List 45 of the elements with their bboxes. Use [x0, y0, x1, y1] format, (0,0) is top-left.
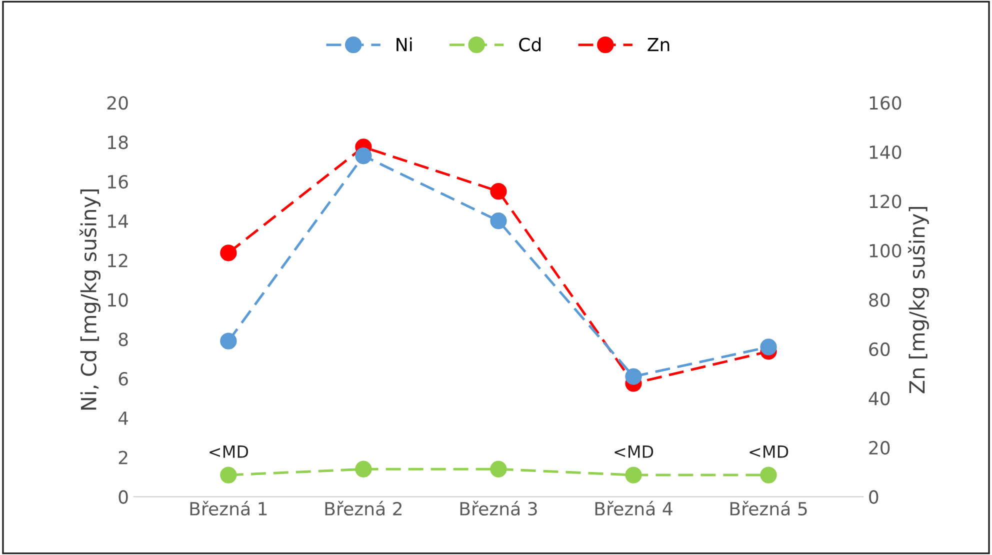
- annotation: <MD: [614, 446, 654, 458]
- point: [490, 460, 507, 478]
- point: [220, 466, 237, 484]
- x-tick-label: Březná 5: [730, 500, 807, 516]
- annotation: <MD: [210, 446, 248, 458]
- point: [355, 460, 372, 478]
- y-tick-label: 14: [108, 214, 128, 228]
- point: [220, 332, 237, 350]
- legend-label: Ni: [396, 37, 412, 52]
- y-tick-label: 0: [118, 490, 128, 504]
- point: [625, 466, 642, 484]
- x-tick-label: Březná 1: [190, 500, 267, 516]
- y-tick-label: 6: [118, 372, 128, 386]
- point: [760, 466, 777, 484]
- x-tick-label: Březná 2: [325, 500, 402, 516]
- y-tick-label: 10: [108, 293, 128, 307]
- y2-tick-label: 140: [870, 145, 902, 160]
- legend-label: Cd: [519, 37, 541, 52]
- y2-tick-label: 160: [870, 96, 902, 110]
- y2-tick-label: 100: [870, 244, 902, 258]
- point: [355, 148, 372, 164]
- point: [220, 244, 237, 262]
- point: [490, 212, 507, 230]
- y2-tick-label: 20: [869, 440, 890, 455]
- x-tick-label: Březná 4: [595, 500, 672, 516]
- y-tick-label: 2: [118, 450, 128, 464]
- y2-tick-label: 60: [869, 342, 890, 356]
- y2-tick-label: 120: [870, 194, 902, 208]
- y-tick-label: 20: [107, 96, 128, 110]
- x-tick-label: Březná 3: [460, 500, 537, 516]
- y2-axis-title: Zn [mg/kg sušiny]: [908, 206, 929, 394]
- y-tick-label: 4: [118, 412, 128, 425]
- y-tick-label: 12: [108, 254, 128, 268]
- point: [625, 368, 642, 385]
- y2-tick-label: 0: [869, 490, 878, 504]
- y-tick-label: 16: [108, 174, 128, 189]
- y2-tick-label: 80: [869, 293, 890, 307]
- y-axis-title: Ni, Cd [mg/kg sušiny]: [80, 190, 101, 410]
- y-tick-label: 8: [118, 332, 128, 346]
- annotation: <MD: [750, 446, 788, 458]
- y2-tick-label: 40: [868, 392, 890, 406]
- point: [490, 183, 507, 200]
- point: [760, 338, 777, 356]
- legend-label: Zn: [648, 38, 670, 52]
- y-tick-label: 18: [108, 136, 128, 150]
